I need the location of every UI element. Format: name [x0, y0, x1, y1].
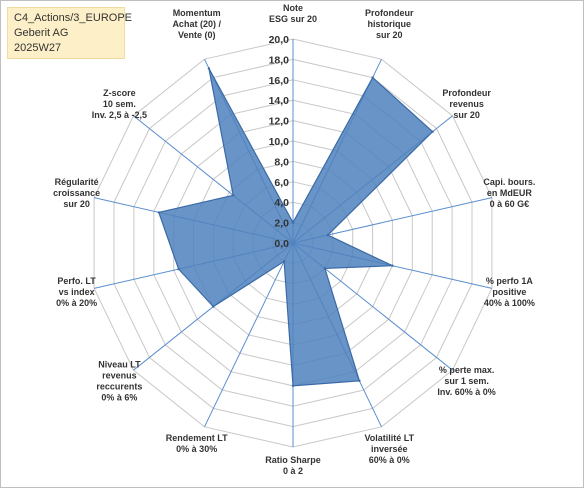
tick-label: 8,0 — [274, 156, 289, 168]
axis-label-line: % perte max. — [439, 365, 495, 375]
data-point — [431, 130, 434, 133]
axis-label: Z-score 10 sem. Inv. 2,5 à -2,5 — [92, 88, 147, 120]
tick-label: 14,0 — [269, 95, 290, 107]
axis-label-line: Volatilité LT — [364, 433, 414, 443]
data-point — [371, 76, 374, 79]
axis-label: % perte max. sur 1 sem. Inv. 60% à 0% — [437, 365, 495, 397]
axis-spoke — [204, 242, 294, 428]
axis-label-line: 0% à 20% — [56, 298, 97, 308]
axis-label: Profondeur revenus sur 20 — [442, 88, 491, 120]
data-point — [212, 305, 215, 308]
tick-label: 6,0 — [274, 177, 289, 189]
axis-label-line: 60% à 0% — [369, 455, 410, 465]
axis-label-line: Inv. 2,5 à -2,5 — [92, 110, 147, 120]
axis-label-line: Z-score — [103, 88, 136, 98]
axis-label-line: Perfo. LT — [57, 276, 96, 286]
axis-label-line: en MdEUR — [487, 188, 533, 198]
data-series-area — [158, 68, 434, 387]
axis-label-line: % perfo 1A — [486, 276, 534, 286]
axis-label: Profondeur historique sur 20 — [365, 8, 414, 40]
tick-label: 10,0 — [269, 136, 290, 148]
axis-label-line: 0 à 60 G€ — [490, 199, 530, 209]
axis-label-line: Vente (0) — [178, 30, 216, 40]
axis-label: Perfo. LT vs index 0% à 20% — [56, 276, 97, 308]
axis-label-line: Note — [283, 3, 303, 13]
axis-label-line: vs index — [59, 287, 95, 297]
tick-label: 16,0 — [269, 75, 290, 87]
axis-label-line: revenus — [102, 370, 137, 380]
axis-label-line: Profondeur — [365, 8, 414, 18]
axis-label-line: inversée — [371, 444, 408, 454]
data-point — [282, 260, 286, 263]
axis-label-line: Ratio Sharpe — [265, 455, 321, 465]
week-label: 2025W27 — [14, 42, 62, 54]
tick-label: 12,0 — [269, 116, 290, 128]
axis-label-line: reccurents — [96, 381, 142, 391]
axis-label-line: 0% à 6% — [101, 392, 137, 402]
axis-label-line: sur 20 — [453, 110, 480, 120]
data-point — [326, 233, 329, 237]
axis-label-line: sur 20 — [63, 199, 90, 209]
tick-label: 4,0 — [274, 197, 289, 209]
axis-label: Régularité croissance sur 20 — [53, 177, 100, 209]
data-point — [391, 264, 394, 267]
category-label: C4_Actions/3_EUROPE — [14, 12, 132, 24]
tick-label: 0,0 — [274, 238, 289, 250]
axis-label-line: 10 sem. — [103, 99, 136, 109]
axis-label-line: historique — [368, 19, 412, 29]
axis-label-line: Régularité — [55, 177, 99, 187]
axis-label: Capi. bours. en MdEUR 0 à 60 G€ — [483, 177, 535, 209]
axis-label: Rendement LT 0% à 30% — [166, 433, 228, 454]
axis-label-line: Profondeur — [442, 88, 491, 98]
axis-label: Volatilité LT inversée 60% à 0% — [364, 433, 414, 465]
data-point — [291, 384, 295, 387]
axis-label-line: 40% à 100% — [484, 298, 535, 308]
data-point — [323, 267, 327, 270]
axis-label-line: Achat (20) / — [172, 19, 221, 29]
axis-label: Ratio Sharpe 0 à 2 — [265, 455, 321, 476]
tick-label: 20,0 — [269, 34, 290, 46]
data-point — [232, 194, 235, 197]
data-point — [207, 67, 211, 70]
axis-label-line: ESG sur 20 — [269, 14, 317, 24]
axis-label-line: positive — [492, 287, 526, 297]
axis-label: % perfo 1A positive 40% à 100% — [484, 276, 535, 308]
axis-label-line: croissance — [53, 188, 100, 198]
axis-label-line: Momentum — [173, 8, 221, 18]
axis-label-line: sur 1 sem. — [444, 376, 489, 386]
tick-label: 18,0 — [269, 54, 290, 66]
axis-label: Momentum Achat (20) / Vente (0) — [172, 8, 221, 40]
tick-label: 2,0 — [274, 218, 289, 230]
axis-label-line: 0 à 2 — [283, 466, 303, 476]
axis-label: Note ESG sur 20 — [269, 3, 317, 24]
axis-label-line: revenus — [449, 99, 484, 109]
axis-label-line: Capi. bours. — [483, 177, 535, 187]
data-point — [358, 379, 361, 382]
axis-label-line: Niveau LT — [98, 359, 141, 369]
axis-label-line: 0% à 30% — [176, 444, 217, 454]
data-point — [291, 221, 295, 224]
axis-label-line: sur 20 — [376, 30, 403, 40]
data-point — [157, 211, 160, 214]
company-name: Geberit AG — [14, 27, 69, 39]
axis-label-line: Inv. 60% à 0% — [437, 387, 495, 397]
axis-label: Niveau LT revenus reccurents 0% à 6% — [96, 359, 142, 402]
data-point — [177, 267, 180, 271]
info-box: C4_Actions/3_EUROPE Geberit AG 2025W27 — [7, 7, 132, 59]
axis-label-line: Rendement LT — [166, 433, 228, 443]
